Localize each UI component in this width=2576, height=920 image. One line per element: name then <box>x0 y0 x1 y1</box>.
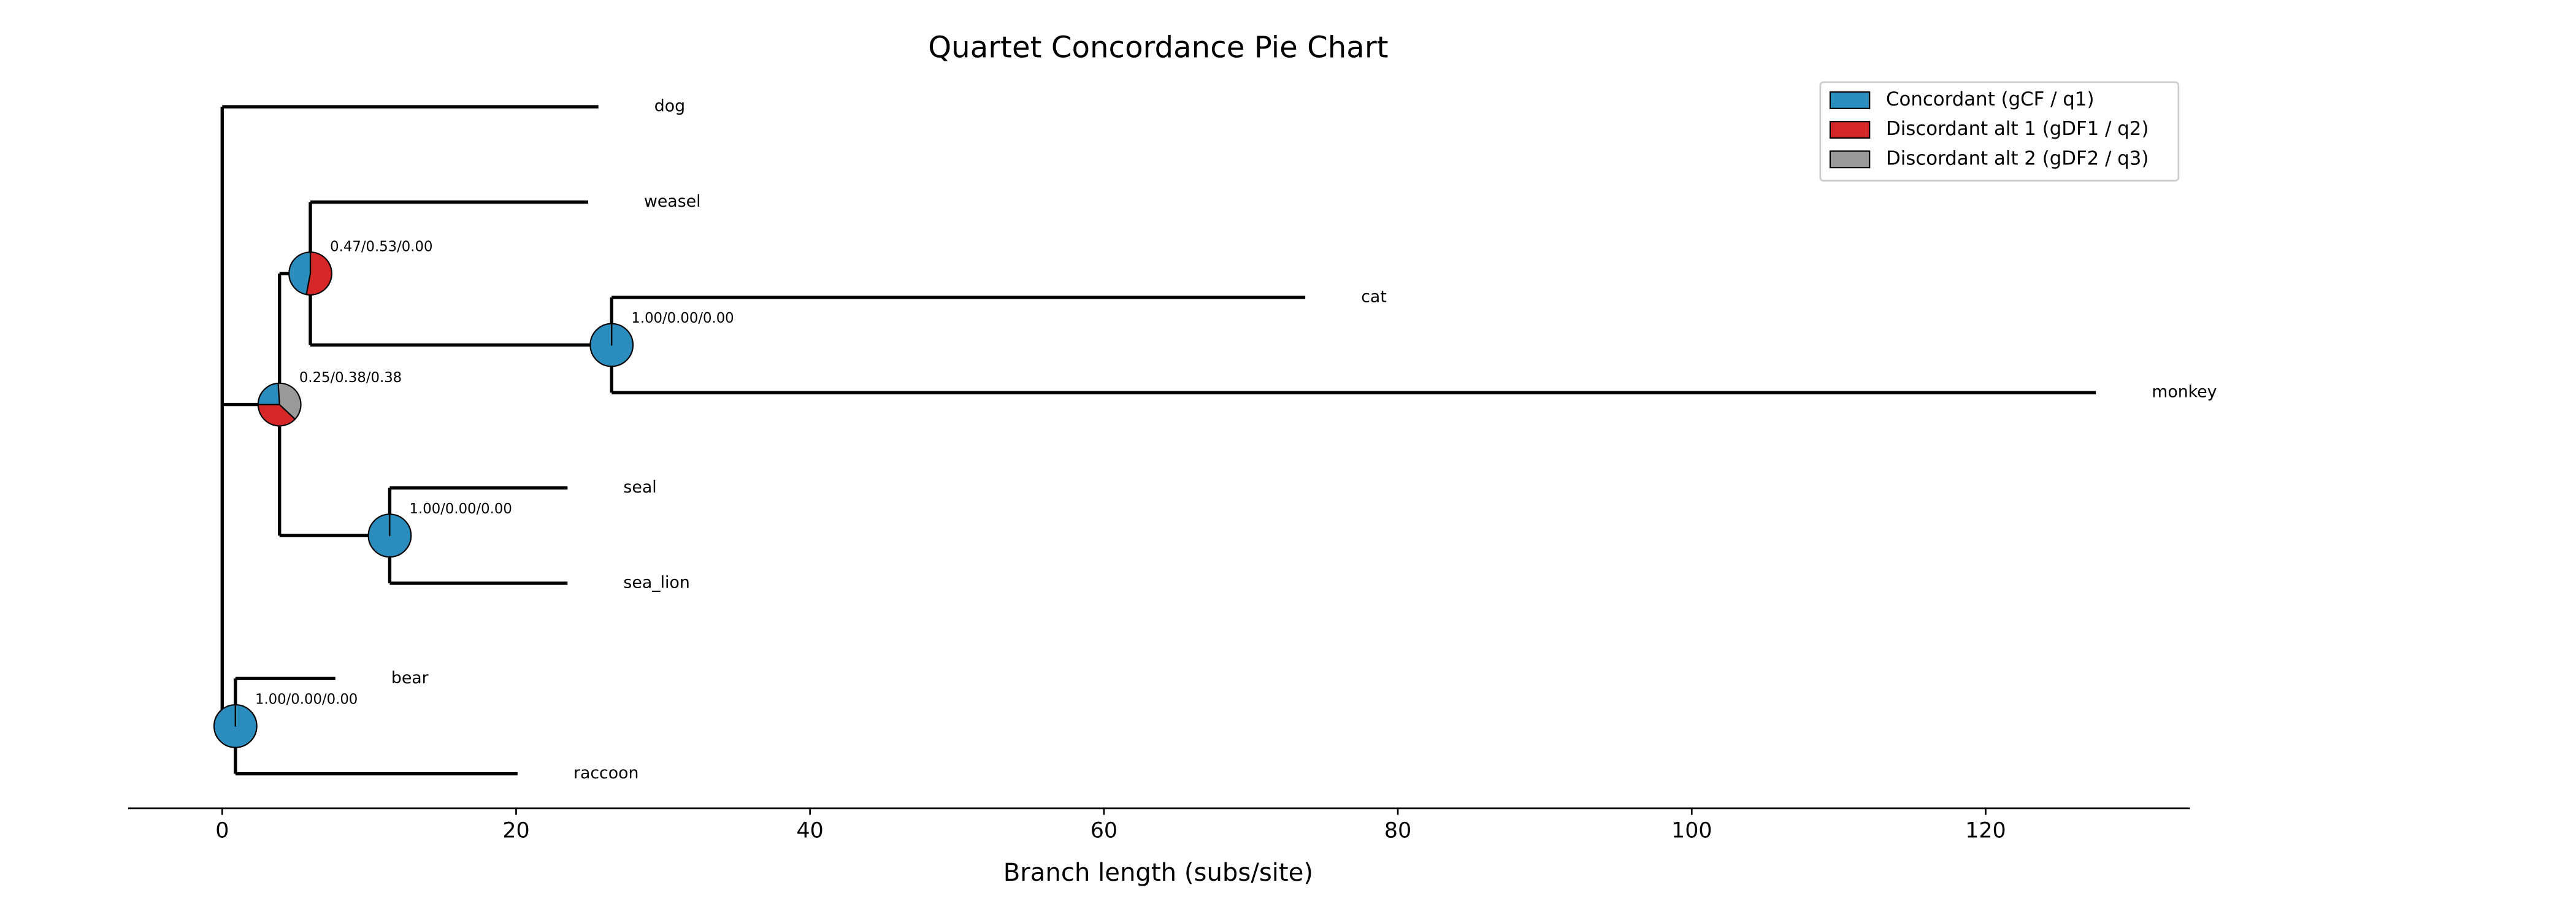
leaf-label: sea_lion <box>623 573 689 592</box>
leaf-label: cat <box>1361 287 1387 306</box>
legend-swatch <box>1829 91 1871 109</box>
x-tick-label: 100 <box>1671 818 1712 843</box>
x-axis: 0 20 40 60 80 100 120 <box>128 807 2190 843</box>
chart-title: Quartet Concordance Pie Chart <box>928 30 1388 64</box>
leaf-label: dog <box>654 97 685 116</box>
pie-wedge <box>277 382 302 420</box>
pies <box>213 251 634 748</box>
leaf-label: weasel <box>644 192 701 211</box>
pie-label: 1.00/0.00/0.00 <box>255 692 358 708</box>
x-tick-label: 60 <box>1091 818 1117 843</box>
x-tick-label: 80 <box>1384 818 1411 843</box>
pie-wedge <box>288 251 312 296</box>
pie-wedge <box>305 251 332 296</box>
leaf-label: monkey <box>2152 383 2217 402</box>
pie-label: 0.47/0.53/0.00 <box>330 239 432 255</box>
legend-swatch <box>1829 150 1871 169</box>
labels: dog weasel cat monkey 1.00/0.00/0.00 0.47/0.5… <box>255 97 2217 783</box>
branches <box>220 105 2096 776</box>
pie-label: 1.00/0.00/0.00 <box>631 310 734 326</box>
x-axis-label: Branch length (subs/site) <box>1003 859 1313 887</box>
legend-label: Concordant (gCF / q1) <box>1886 88 2094 110</box>
pie-label: 1.00/0.00/0.00 <box>410 501 512 517</box>
legend-label: Discordant alt 1 (gDF1 / q2) <box>1886 118 2149 140</box>
legend-box <box>1819 81 2180 182</box>
legend: Concordant (gCF / q1) Discordant alt 1 (g… <box>1819 81 2180 182</box>
x-tick-label: 40 <box>797 818 824 843</box>
pie-label: 0.25/0.38/0.38 <box>299 370 402 386</box>
x-tick-label: 0 <box>215 818 229 843</box>
pie-wedge <box>257 404 296 427</box>
leaf-label: bear <box>391 669 429 688</box>
leaf-label: raccoon <box>573 764 639 783</box>
x-tick-label: 20 <box>502 818 529 843</box>
legend-swatch <box>1829 121 1871 139</box>
pie-wedge <box>257 382 280 405</box>
leaf-label: seal <box>623 478 656 497</box>
legend-label: Discordant alt 2 (gDF2 / q3) <box>1886 147 2149 169</box>
x-tick-label: 120 <box>1965 818 2006 843</box>
